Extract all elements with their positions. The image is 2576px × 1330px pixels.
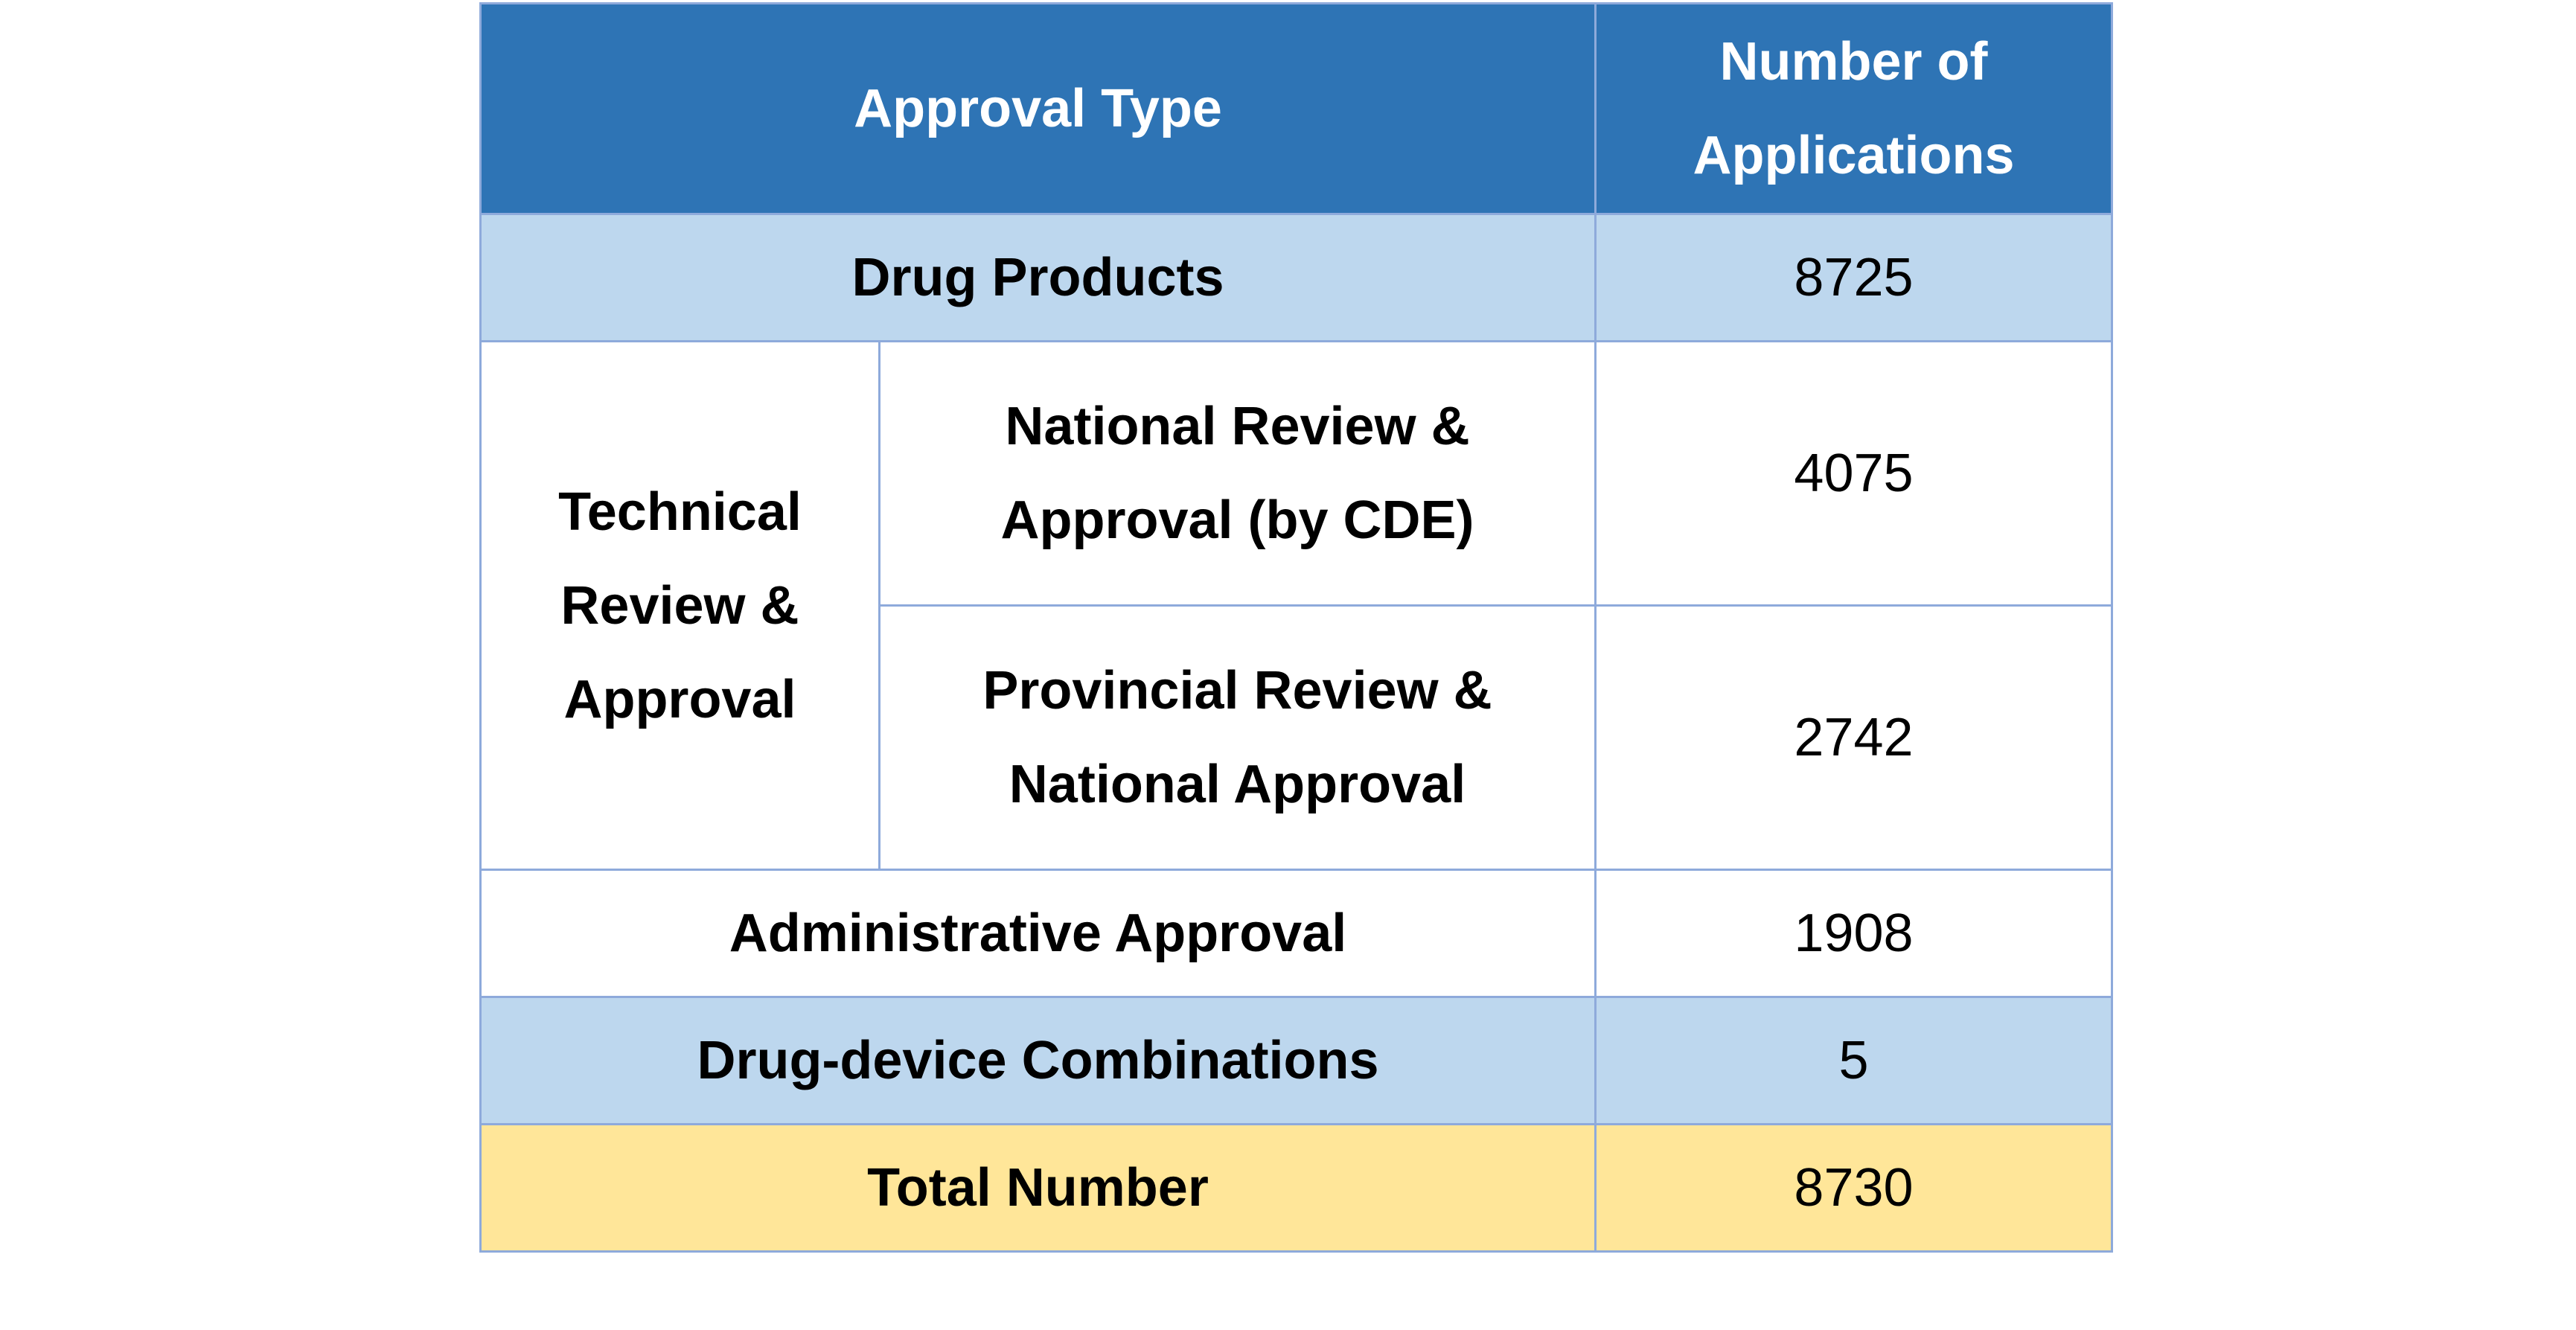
drug-products-value: 8725 bbox=[1594, 213, 2114, 342]
administrative-approval-label: Administrative Approval bbox=[479, 869, 1597, 998]
total-number-value: 8730 bbox=[1594, 1123, 2114, 1253]
total-number-label: Total Number bbox=[479, 1123, 1597, 1253]
administrative-approval-value: 1908 bbox=[1594, 869, 2114, 998]
approvals-table: Approval Type Number of Applications Dru… bbox=[479, 2, 2114, 1253]
table-row: Administrative Approval 1908 bbox=[479, 869, 2114, 998]
table-row: Provincial Review & National Approval 27… bbox=[481, 604, 2114, 871]
drug-device-combinations-value: 5 bbox=[1594, 996, 2114, 1125]
table-row: Technical Review & Approval National Rev… bbox=[479, 340, 2114, 871]
header-number-of-applications: Number of Applications bbox=[1594, 2, 2114, 215]
drug-products-label: Drug Products bbox=[479, 213, 1597, 342]
drug-device-combinations-label: Drug-device Combinations bbox=[479, 996, 1597, 1125]
provincial-review-label: Provincial Review & National Approval bbox=[878, 604, 1597, 871]
table-row: Drug-device Combinations 5 bbox=[479, 996, 2114, 1125]
technical-review-group-label: Technical Review & Approval bbox=[479, 340, 880, 871]
header-approval-type: Approval Type bbox=[479, 2, 1597, 215]
table-row: Drug Products 8725 bbox=[479, 213, 2114, 342]
provincial-review-value: 2742 bbox=[1594, 604, 2114, 871]
national-review-label: National Review & Approval (by CDE) bbox=[878, 340, 1597, 607]
table-header-row: Approval Type Number of Applications bbox=[479, 2, 2114, 215]
table-row: Total Number 8730 bbox=[479, 1123, 2114, 1253]
national-review-value: 4075 bbox=[1594, 340, 2114, 607]
